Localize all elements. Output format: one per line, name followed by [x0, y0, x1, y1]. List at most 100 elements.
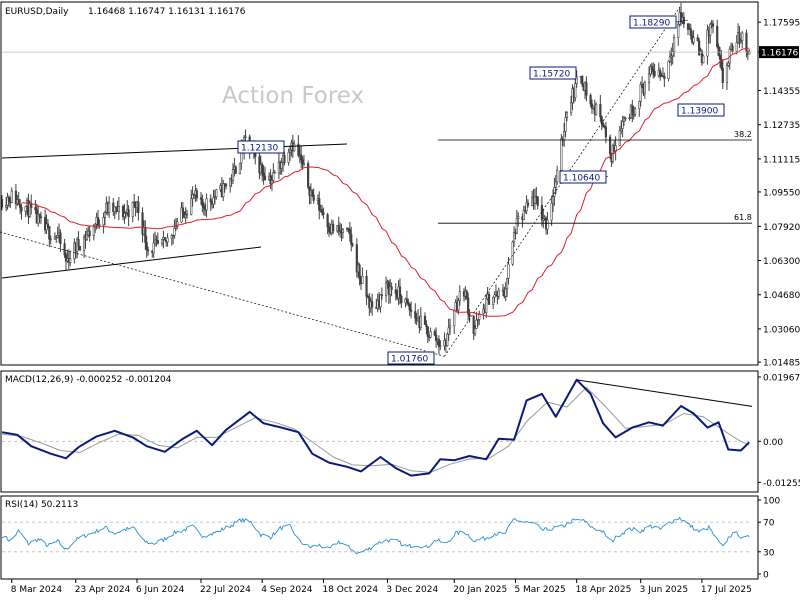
candle-body — [446, 333, 449, 346]
x-tick-label: 18 Oct 2024 — [322, 585, 378, 595]
candle-body — [347, 228, 350, 230]
y-tick-label: 1.14355 — [763, 87, 800, 97]
candle-body — [745, 32, 748, 52]
candle-body — [429, 331, 432, 338]
candle-body — [137, 201, 140, 213]
candle-body — [141, 212, 144, 235]
candle-body — [624, 117, 627, 120]
candle-body — [468, 313, 471, 317]
candle-body — [371, 301, 374, 308]
candle-body — [184, 214, 187, 218]
candle-body — [144, 227, 147, 243]
rsi-frame — [0, 495, 759, 580]
candle-body — [213, 196, 216, 198]
candle-body — [720, 59, 723, 69]
x-tick-label: 5 Mar 2025 — [514, 585, 565, 595]
candle-body — [288, 149, 292, 153]
candle-body — [679, 12, 683, 23]
candle-body — [361, 275, 364, 284]
candle-body — [550, 202, 553, 221]
candle-body — [124, 212, 127, 214]
candle-body — [202, 205, 205, 209]
candle-body — [553, 187, 556, 197]
candle-body — [739, 40, 742, 42]
candle-body — [64, 254, 68, 262]
candle-body — [640, 84, 644, 88]
annotation-box — [677, 103, 725, 117]
price-frame — [0, 1, 759, 366]
candle-body — [677, 24, 680, 38]
candle-body — [348, 229, 351, 235]
candle-body — [570, 102, 573, 114]
candle-body — [113, 206, 116, 212]
candle-body — [7, 196, 11, 201]
rsi-y-tick-label: 0 — [763, 571, 769, 581]
candle-body — [696, 37, 699, 42]
candle-body — [121, 205, 125, 218]
candle-body — [215, 189, 218, 197]
candle-body — [560, 138, 563, 171]
annotation-label: 1.18290 — [633, 19, 670, 29]
candle-body — [45, 223, 48, 231]
candle-body — [405, 298, 409, 303]
candle-body — [205, 198, 208, 211]
candle-body — [632, 114, 635, 116]
candle-body — [652, 68, 655, 72]
candle-body — [48, 226, 51, 240]
candle-body — [191, 194, 194, 199]
candle-body — [663, 75, 666, 80]
candle-body — [564, 117, 567, 132]
candle-body — [595, 103, 598, 115]
candle-body — [614, 145, 617, 152]
candle-body — [180, 207, 183, 223]
candle-body — [37, 213, 40, 224]
candle-body — [618, 130, 621, 146]
candle-body — [78, 246, 82, 251]
candle-body — [20, 207, 23, 212]
macd-frame — [0, 370, 759, 493]
candle-body — [727, 62, 730, 66]
x-tick-label: 20 Jan 2025 — [453, 585, 507, 595]
candle-body — [453, 310, 456, 327]
candle-body — [457, 300, 460, 311]
candle-body — [522, 210, 525, 220]
candle-body — [493, 294, 496, 298]
x-tick-label: 6 Jun 2024 — [136, 585, 185, 595]
candle-body — [589, 94, 592, 105]
candle-body — [702, 55, 705, 64]
candle-body — [425, 324, 428, 328]
candle-body — [85, 234, 88, 240]
candle-body — [478, 313, 481, 320]
candle-body — [163, 236, 166, 241]
candles — [0, 2, 751, 355]
candle-body — [536, 196, 539, 206]
candle-body — [419, 315, 422, 328]
macd-panel: 0.019679 0.00 -0.012552 — [1, 373, 800, 489]
candle-body — [716, 25, 719, 47]
candle-body — [631, 105, 634, 116]
macd-y-tick-label: 0.019679 — [763, 373, 800, 383]
candle-body — [199, 197, 203, 200]
candle-body — [563, 131, 566, 141]
candle-body — [123, 213, 126, 218]
candle-body — [671, 51, 674, 57]
y-tick-label: 1.04680 — [763, 291, 800, 301]
candle-body — [435, 334, 438, 342]
candle-body — [327, 226, 331, 232]
candle-body — [181, 207, 184, 213]
x-tick-label: 3 Jun 2025 — [640, 585, 688, 595]
candle-body — [302, 163, 306, 165]
candle-body — [17, 199, 20, 205]
candle-body — [201, 199, 204, 207]
candle-body — [152, 242, 155, 253]
candle-body — [185, 214, 189, 216]
candle-body — [492, 296, 495, 305]
annotation-label: 1.13900 — [681, 107, 718, 117]
candle-body — [272, 172, 275, 181]
candle-body — [620, 128, 623, 131]
candle-body — [504, 288, 507, 297]
candle-body — [280, 162, 283, 169]
rsi-y-tick-label: 70 — [763, 519, 775, 529]
candle-body — [476, 319, 479, 321]
candle-body — [622, 117, 626, 122]
